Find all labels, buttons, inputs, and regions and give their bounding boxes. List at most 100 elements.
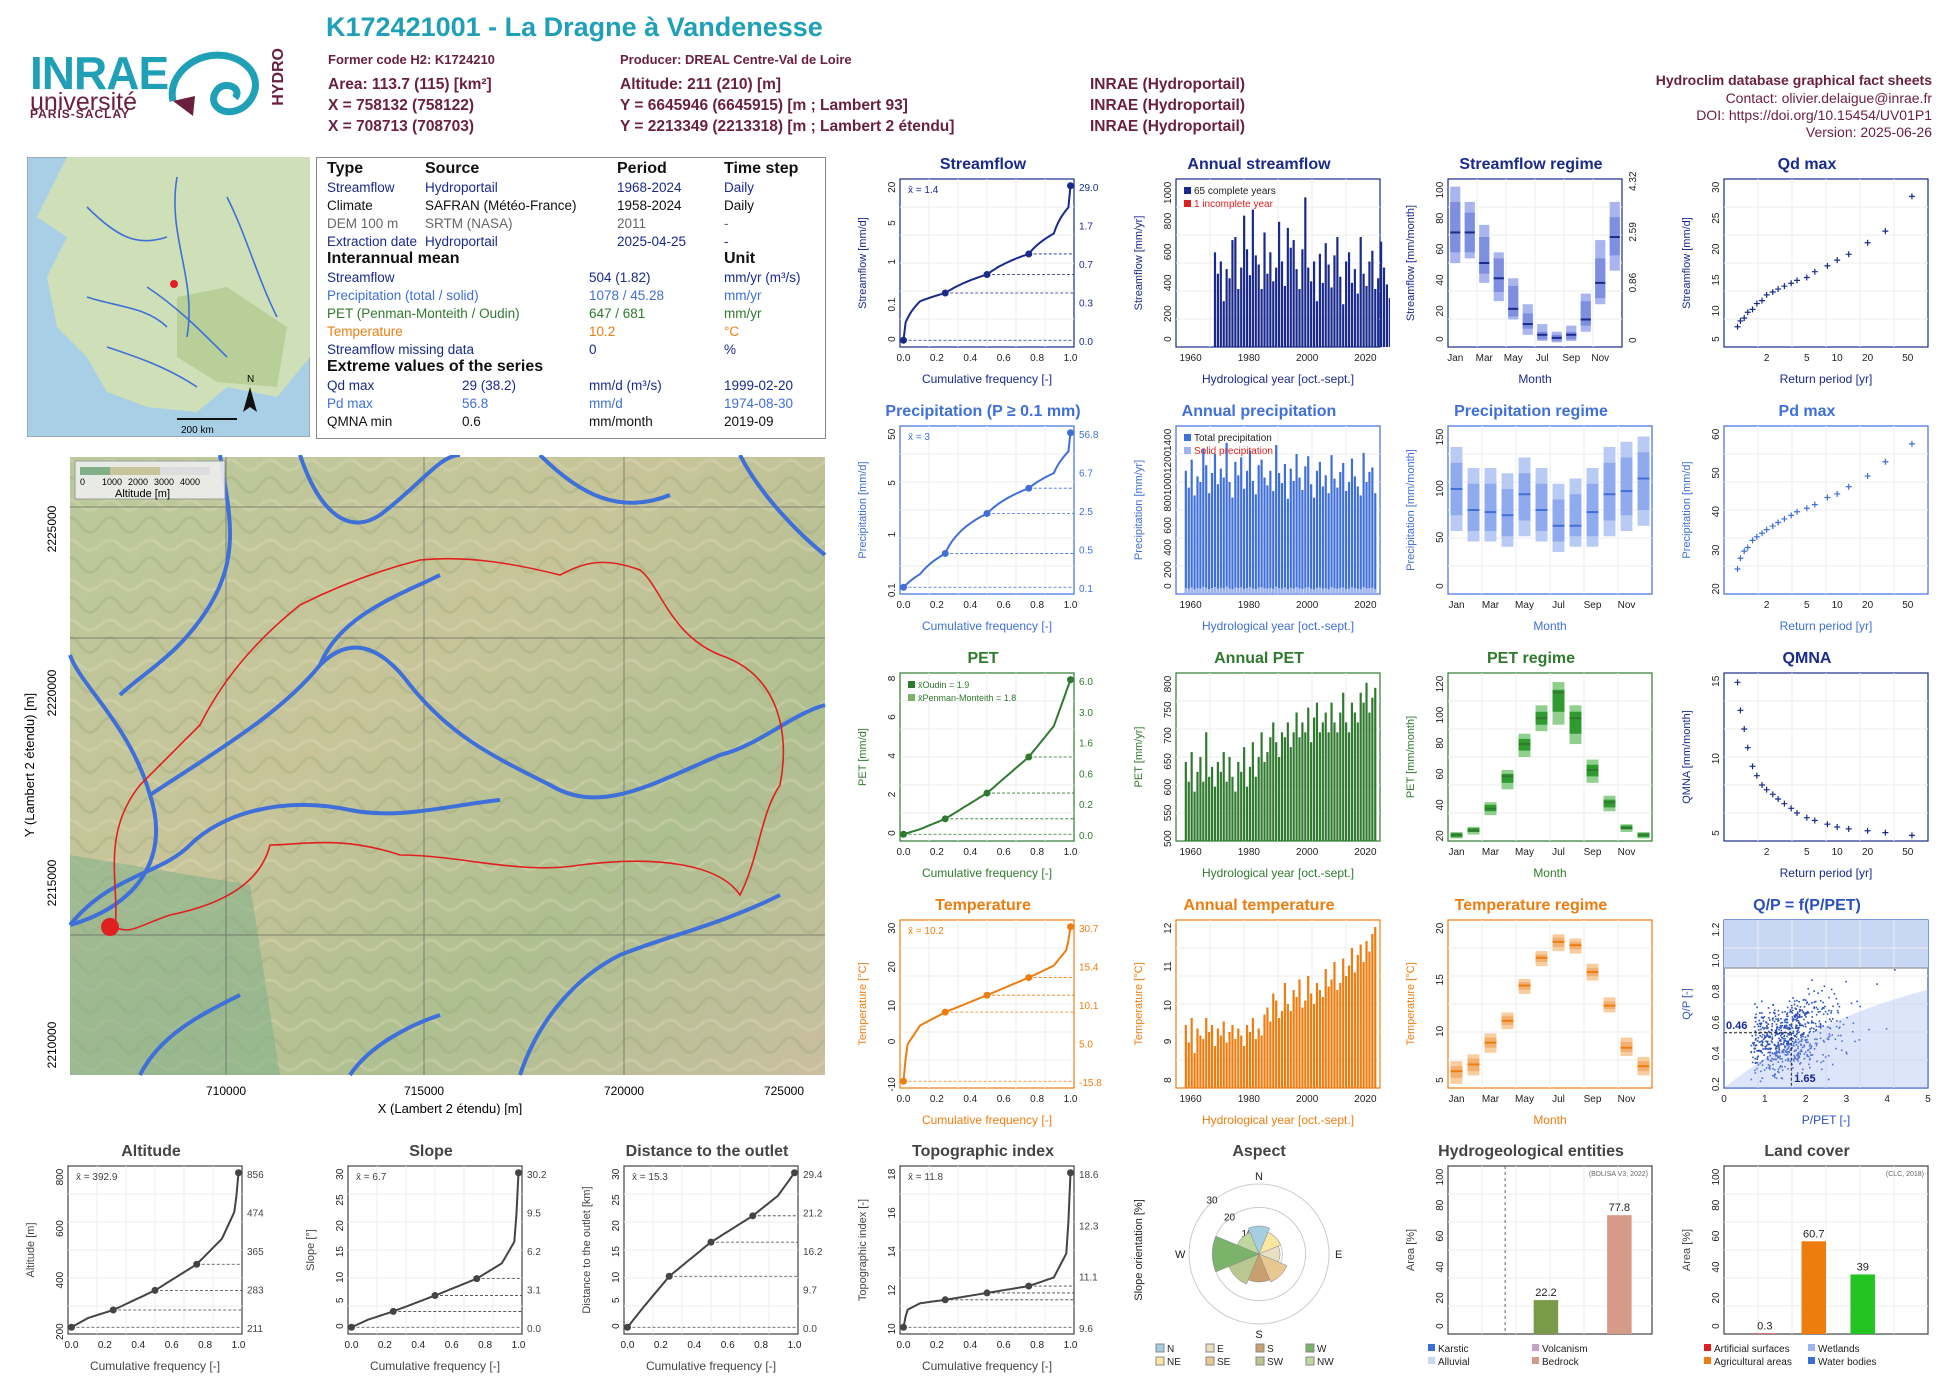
solid-precip-bar [1243, 588, 1246, 594]
annual-bar [1359, 944, 1362, 1088]
annual-bar [1190, 752, 1193, 841]
solid-precip-bar [1292, 588, 1295, 594]
qp-point [1767, 1034, 1769, 1037]
annual-bar [1345, 976, 1348, 1088]
table-row-period: 2025-04-25 [617, 234, 687, 249]
mean-value: 647 / 681 [589, 306, 646, 321]
qp-point [1792, 1032, 1795, 1035]
qp-point [1757, 1064, 1760, 1066]
table-row-step: Daily [724, 180, 755, 195]
month-label: May [1504, 353, 1523, 364]
ytick-label: 400 [1163, 539, 1174, 556]
annual-bar [1333, 478, 1336, 594]
qp-point [1765, 1048, 1768, 1050]
table-row-source: Hydroportail [425, 234, 498, 249]
annual-bar [1234, 461, 1237, 594]
qp-point [1768, 1043, 1770, 1046]
annual-bar [1353, 972, 1356, 1088]
ytick-label: 0 [1435, 1323, 1446, 1329]
chart-xlabel: Hydrological year [oct.-sept.] [1202, 1113, 1354, 1127]
annual-bar [1210, 473, 1214, 594]
annual-bar [1365, 285, 1368, 347]
annual-bar [1286, 722, 1289, 841]
xtick-label: 0.0 [897, 600, 911, 611]
chart-ylabel: Precipitation [mm/d] [1681, 461, 1693, 558]
qp-point [1799, 1006, 1802, 1008]
qp-point [1789, 1027, 1792, 1030]
annual-bar [1315, 983, 1319, 1088]
qp-point [1819, 1025, 1822, 1028]
qp-point [1756, 1067, 1758, 1070]
qp-point [1807, 1041, 1809, 1044]
qp-point [1792, 1058, 1795, 1061]
annual-bar [1184, 1025, 1187, 1088]
ytick-label: 800 [1163, 495, 1174, 512]
annual-bar [1359, 692, 1362, 841]
qp-point [1797, 1019, 1800, 1022]
annual-bar [1345, 490, 1348, 594]
quantile-point [899, 583, 907, 591]
ytick-label: 40 [1435, 274, 1446, 286]
annual-bar [1234, 791, 1237, 841]
legend-swatch [1704, 1357, 1711, 1364]
qp-point [1773, 1009, 1776, 1012]
qp-point [1781, 1060, 1784, 1063]
qp-point [1771, 1029, 1773, 1032]
solid-precip-bar [1286, 589, 1289, 594]
qp-point [1827, 1054, 1830, 1057]
chart-ylabel: QMNA [mm/month] [1681, 710, 1693, 804]
qp-point [1804, 1036, 1807, 1038]
right-tick-label: 0.6 [1079, 769, 1093, 780]
qp-point [1757, 1050, 1760, 1052]
qp-point [1787, 1043, 1790, 1046]
ytick-label: 1200 [1163, 450, 1174, 473]
qp-point [1779, 1066, 1781, 1069]
qp-point [1775, 1053, 1777, 1056]
qp-point [1755, 1016, 1757, 1019]
solid-precip-bar [1184, 587, 1187, 594]
qp-point [1845, 980, 1847, 983]
xtick-label: 5 [1804, 600, 1810, 611]
xtick-label: 0.0 [621, 1340, 635, 1351]
ytick-label: 25 [1711, 212, 1722, 224]
annual-bar [1286, 1004, 1289, 1088]
doi-link[interactable]: DOI: https://doi.org/10.15454/UV01P1 [1696, 107, 1932, 123]
annual-bar [1333, 962, 1336, 1088]
chart-ylabel: Temperature [°C] [1405, 962, 1417, 1045]
qp-point [1759, 1025, 1762, 1028]
annual-bar [1371, 697, 1374, 841]
qp-point [1783, 1026, 1785, 1029]
annual-bar [1371, 467, 1374, 594]
qp-point [1774, 1052, 1776, 1054]
xtick-label: 2 [1764, 600, 1770, 611]
xtick-label: 20 [1862, 353, 1874, 364]
qp-point [1762, 1038, 1765, 1040]
bar-value-label: 60.7 [1803, 1228, 1824, 1240]
qp-point [1837, 1034, 1840, 1037]
regime-box-inner [1637, 452, 1650, 510]
month-label: Jul [1552, 1094, 1565, 1105]
qp-point [1761, 1026, 1764, 1029]
ytick-label: 1 [887, 259, 898, 265]
return-period-point [1845, 251, 1852, 258]
quantile-point [941, 815, 949, 823]
regime-box-inner [1522, 313, 1533, 329]
source-1: INRAE (Hydroportail) [1090, 76, 1245, 93]
qp-point [1760, 1060, 1763, 1063]
return-period-point [1753, 533, 1760, 540]
xtick-label: 0.4 [963, 353, 977, 364]
xtick-label: 0.8 [1030, 600, 1044, 611]
return-period-point [1749, 763, 1756, 770]
c_dist-chart: Distance to the outlet051015202530Distan… [581, 1143, 823, 1373]
qp-point [1784, 1018, 1787, 1020]
return-period-point [1882, 228, 1889, 235]
solid-precip-bar [1254, 589, 1257, 594]
ytick-label: 700 [1163, 727, 1174, 744]
qp-point [1817, 1011, 1820, 1013]
chart-title: QMNA [1783, 650, 1832, 667]
contact[interactable]: Contact: olivier.delaigue@inrae.fr [1725, 90, 1932, 106]
qp-point [1828, 996, 1830, 999]
annual-bar [1283, 285, 1287, 347]
qp-point [1780, 1077, 1783, 1079]
